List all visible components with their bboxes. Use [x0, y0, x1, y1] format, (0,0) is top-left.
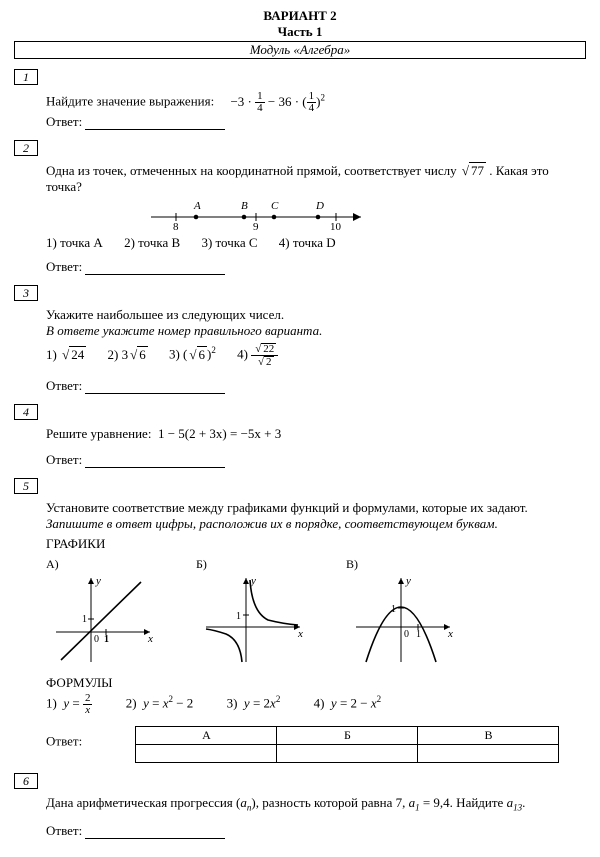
- q5-line1: Установите соответствие между графиками …: [46, 500, 586, 516]
- formulas-label: ФОРМУЛЫ: [46, 675, 586, 691]
- svg-text:y: y: [405, 575, 411, 587]
- svg-text:8: 8: [173, 221, 179, 231]
- question-number: 1: [14, 69, 38, 85]
- svg-text:x: x: [297, 628, 303, 640]
- question-body: Установите соответствие между графиками …: [46, 500, 586, 763]
- answer-blank[interactable]: [85, 274, 225, 275]
- svg-text:0: 0: [404, 629, 409, 640]
- svg-text:1: 1: [236, 611, 241, 622]
- q3-line1: Укажите наибольшее из следующих чисел.: [46, 307, 586, 323]
- svg-text:x: x: [147, 633, 153, 645]
- graphs-row: А) x y 0 1 1 Б): [46, 556, 586, 667]
- svg-text:0: 0: [94, 634, 99, 645]
- graph-a: x y 0 1 1: [46, 572, 156, 667]
- graphs-label: ГРАФИКИ: [46, 536, 586, 552]
- q3-line2: В ответе укажите номер правильного вариа…: [46, 323, 586, 339]
- answer-label: Ответ:: [46, 114, 82, 129]
- q5-line2: Запишите в ответ цифры, расположив их в …: [46, 516, 586, 532]
- answer-label: Ответ:: [46, 734, 82, 749]
- q2-text: Одна из точек, отмеченных на координатно…: [46, 163, 549, 194]
- svg-text:x: x: [447, 628, 453, 640]
- answer-label: Ответ:: [46, 378, 82, 393]
- answer-blank[interactable]: [85, 129, 225, 130]
- question-body: Одна из точек, отмеченных на координатно…: [46, 162, 586, 275]
- answer-label: Ответ:: [46, 259, 82, 274]
- q4-eq: 1 − 5(2 + 3x) = −5x + 3: [158, 426, 281, 441]
- svg-text:9: 9: [253, 221, 259, 231]
- answer-blank[interactable]: [85, 467, 225, 468]
- question-body: Укажите наибольшее из следующих чисел. В…: [46, 307, 586, 394]
- svg-text:y: y: [95, 575, 101, 587]
- q4-prompt: Решите уравнение:: [46, 426, 151, 441]
- variant-title: ВАРИАНТ 2: [14, 8, 586, 24]
- q1-prompt: Найдите значение выражения:: [46, 94, 214, 109]
- question-number: 3: [14, 285, 38, 301]
- question-number: 2: [14, 140, 38, 156]
- svg-text:10: 10: [330, 221, 342, 231]
- answer-label: Ответ:: [46, 452, 82, 467]
- answer-blank[interactable]: [85, 838, 225, 839]
- svg-text:C: C: [271, 200, 279, 212]
- svg-text:B: B: [241, 200, 248, 212]
- svg-text:D: D: [315, 200, 324, 212]
- question-number: 6: [14, 773, 38, 789]
- question-body: Решите уравнение: 1 − 5(2 + 3x) = −5x + …: [46, 426, 586, 468]
- answer-blank[interactable]: [85, 393, 225, 394]
- graph-b: x y 1: [196, 572, 306, 667]
- svg-text:A: A: [193, 200, 201, 212]
- svg-text:1: 1: [104, 634, 109, 645]
- question-number: 5: [14, 478, 38, 494]
- svg-text:1: 1: [416, 629, 421, 640]
- question-body: Найдите значение выражения: −3 · 14 − 36…: [46, 91, 586, 130]
- question-body: Дана арифметическая прогрессия (an), раз…: [46, 795, 586, 839]
- answer-label: Ответ:: [46, 823, 82, 838]
- q6-text: Дана арифметическая прогрессия (an), раз…: [46, 795, 525, 810]
- q5-formulas: 1) y = 2x 2) y = x2 − 2 3) y = 2x2 4) y …: [46, 693, 586, 716]
- sqrt77: 77: [460, 162, 486, 179]
- number-line: A B C D 8 9 10: [146, 197, 586, 231]
- answer-table: А Б В: [135, 726, 559, 763]
- module-bar: Модуль «Алгебра»: [14, 41, 586, 59]
- q3-options: 1) 24 2) 36 3) (6)2 4) 222: [46, 343, 586, 368]
- question-number: 4: [14, 404, 38, 420]
- part-title: Часть 1: [14, 24, 586, 40]
- graph-c: x y 0 1 1: [346, 572, 456, 667]
- q1-expression: −3 · 14 − 36 · (14)2: [230, 94, 325, 109]
- svg-text:1: 1: [82, 614, 87, 625]
- q2-options: 1) точка A 2) точка B 3) точка C 4) точк…: [46, 235, 586, 251]
